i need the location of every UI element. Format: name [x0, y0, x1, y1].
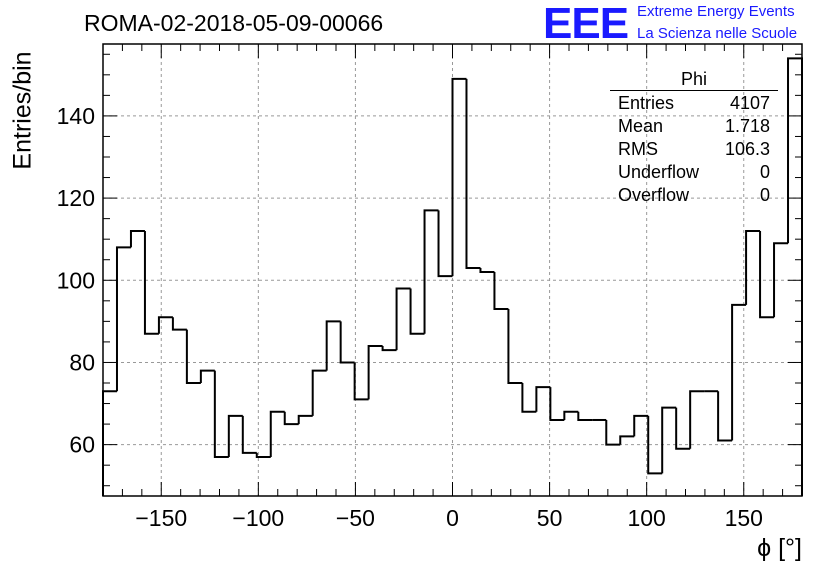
histogram-bin: [535, 386, 551, 412]
stats-value: 0: [759, 185, 770, 205]
histogram-bin: [283, 411, 299, 426]
stats-label: RMS: [618, 139, 658, 159]
x-tick-label: −50: [336, 505, 375, 531]
histogram-bin: [675, 407, 691, 450]
histogram-bin: [619, 435, 635, 445]
stats-label: Underflow: [618, 162, 700, 182]
histogram-bin: [227, 414, 243, 457]
histogram-bin: [731, 303, 747, 441]
stats-label: Mean: [618, 116, 664, 136]
y-axis-label: Entries/bin: [8, 51, 37, 170]
y-tick-label: 120: [57, 185, 95, 211]
logo-line-2: La Scienza nelle Scuole: [637, 25, 798, 42]
histogram-bin: [647, 415, 663, 475]
stats-title: Phi: [610, 69, 778, 91]
stats-value: 4107: [729, 93, 770, 113]
histogram-bin: [493, 272, 509, 311]
x-tick-label: 100: [627, 505, 665, 531]
histogram-bin: [353, 362, 369, 401]
histogram-bin: [325, 320, 341, 371]
histogram-bin: [171, 317, 187, 331]
logo-line-1: Extreme Energy Events: [637, 3, 795, 20]
x-tick-label: −150: [135, 505, 187, 531]
y-tick-label: 80: [69, 349, 95, 375]
stats-value: 1.718: [724, 116, 770, 136]
histogram-bin: [311, 369, 327, 416]
x-tick-label: 0: [446, 505, 459, 531]
histogram-bin: [409, 288, 425, 335]
histogram-bin: [661, 406, 677, 474]
histogram-bin: [297, 414, 313, 425]
histogram-bin: [213, 370, 229, 458]
stats-label: Overflow: [618, 185, 690, 205]
stats-row-rms: RMS 106.3: [610, 138, 778, 161]
histogram-bin: [563, 410, 579, 420]
stats-label: Entries: [618, 93, 675, 113]
eee-logo: EEE: [543, 0, 629, 48]
axes: −150 −100 −50 0 50 100 150 60 80 100 120 140: [57, 43, 803, 531]
stats-row-mean: Mean 1.718: [610, 115, 778, 138]
histogram-bin: [689, 390, 705, 449]
histogram-bin: [102, 390, 117, 496]
histogram-bin: [521, 383, 537, 413]
histogram-bin: [787, 57, 803, 496]
histogram-bin: [143, 230, 159, 335]
histogram-bin: [185, 329, 201, 384]
y-tick-label: 100: [57, 267, 95, 293]
histogram-bin: [507, 309, 523, 384]
histogram-bin: [745, 229, 761, 305]
histogram-bin: [479, 267, 495, 274]
histogram-bin: [577, 411, 593, 421]
stats-value: 106.3: [724, 139, 770, 159]
x-tick-label: 150: [725, 505, 763, 531]
histogram-bin: [423, 209, 439, 334]
histogram-bin: [395, 287, 411, 351]
histogram-bin: [241, 415, 257, 454]
stats-row-underflow: Underflow 0: [610, 161, 778, 184]
histogram-bin: [339, 321, 355, 364]
stats-box: Phi Entries 4107 Mean 1.718 RMS 106.3 Un…: [610, 69, 778, 207]
histogram-bin: [129, 229, 145, 248]
y-tick-label: 60: [69, 432, 95, 458]
histogram-bin: [269, 410, 285, 457]
stats-value: 0: [759, 162, 770, 182]
histogram-bin: [199, 369, 215, 383]
histogram-bin: [381, 346, 397, 352]
histogram-bin: [759, 230, 775, 319]
x-tick-label: 50: [537, 505, 563, 531]
x-tick-label: −100: [232, 505, 284, 531]
histogram-bin: [115, 246, 131, 392]
stats-row-entries: Entries 4107: [610, 92, 778, 115]
histogram-bin: [717, 391, 733, 442]
histogram-bin: [465, 78, 481, 269]
histogram-bin: [549, 387, 565, 421]
x-axis-label: ϕ [°]: [757, 534, 802, 562]
histogram-bin: [451, 77, 467, 277]
histogram-bin: [605, 419, 621, 446]
histogram-bin: [773, 242, 789, 318]
histogram-bin: [633, 414, 649, 437]
histogram-bin: [255, 452, 271, 458]
histogram-bin: [367, 345, 383, 400]
y-tick-label: 140: [57, 103, 95, 129]
stats-row-overflow: Overflow 0: [610, 184, 778, 207]
plot-title: ROMA-02-2018-05-09-00066: [84, 10, 384, 36]
histogram-bin: [437, 210, 453, 278]
histogram-bin: [157, 316, 173, 334]
